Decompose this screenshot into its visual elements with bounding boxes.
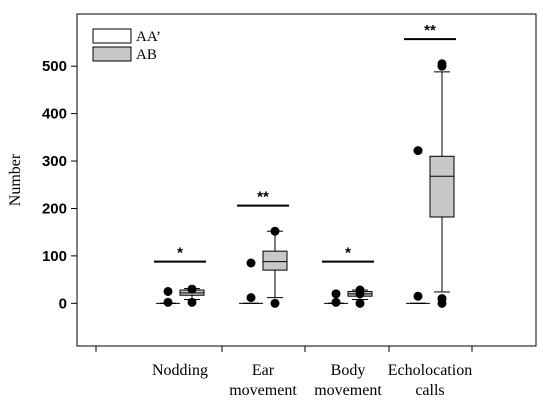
y-axis: 0 100 200 300 400 500	[42, 58, 77, 312]
category-label: Nodding	[152, 362, 208, 379]
y-axis-title: Number	[7, 153, 24, 206]
box-aa	[239, 258, 263, 304]
box-ab	[429, 59, 455, 308]
outlier-point	[163, 286, 173, 296]
box-ab	[179, 284, 205, 307]
box-aa	[406, 146, 430, 304]
box-body	[429, 155, 455, 218]
category-label: movement	[229, 382, 297, 399]
box-body	[262, 250, 288, 271]
outlier-point	[437, 294, 447, 304]
legend-swatch	[92, 46, 132, 62]
significance-label: **	[424, 22, 436, 39]
box-ab	[262, 226, 288, 308]
legend-label: AB	[136, 47, 157, 63]
outlier-point	[246, 293, 256, 303]
y-tick-label: 0	[59, 295, 67, 312]
outlier-point	[331, 297, 341, 307]
legend-swatch	[92, 28, 132, 44]
significance-label: *	[345, 245, 351, 262]
plot-frame	[76, 13, 537, 347]
outlier-point	[413, 291, 423, 301]
legend: AA’ AB	[92, 28, 161, 63]
outlier-point	[437, 59, 447, 69]
outlier-point	[163, 297, 173, 307]
box-aa	[324, 289, 348, 307]
y-tick-label: 500	[42, 58, 67, 75]
outlier-point	[270, 226, 280, 236]
significance-markers: ******	[154, 22, 456, 263]
box-aa	[156, 286, 180, 307]
outlier-point	[187, 297, 197, 307]
y-tick-label: 100	[42, 248, 67, 265]
outlier-point	[246, 258, 256, 268]
significance-label: **	[257, 189, 269, 206]
box-ab	[347, 285, 373, 308]
outlier-point	[355, 285, 365, 295]
outlier-point	[270, 298, 280, 308]
category-label: Ear	[252, 362, 275, 379]
x-axis: Nodding Ear movement Body movement Echolocati…	[95, 346, 473, 399]
category-label: calls	[415, 382, 444, 399]
category-label: movement	[314, 382, 382, 399]
outlier-point	[413, 146, 423, 156]
outlier-point	[331, 289, 341, 299]
outlier-point	[187, 284, 197, 294]
box-series	[156, 59, 455, 308]
y-tick-label: 300	[42, 153, 67, 170]
y-tick-label: 200	[42, 200, 67, 217]
legend-label: AA’	[136, 29, 161, 45]
outlier-point	[355, 298, 365, 308]
category-label: Body	[331, 362, 366, 379]
significance-label: *	[177, 245, 183, 262]
y-tick-label: 400	[42, 106, 67, 123]
category-label: Echolocation	[388, 362, 472, 379]
